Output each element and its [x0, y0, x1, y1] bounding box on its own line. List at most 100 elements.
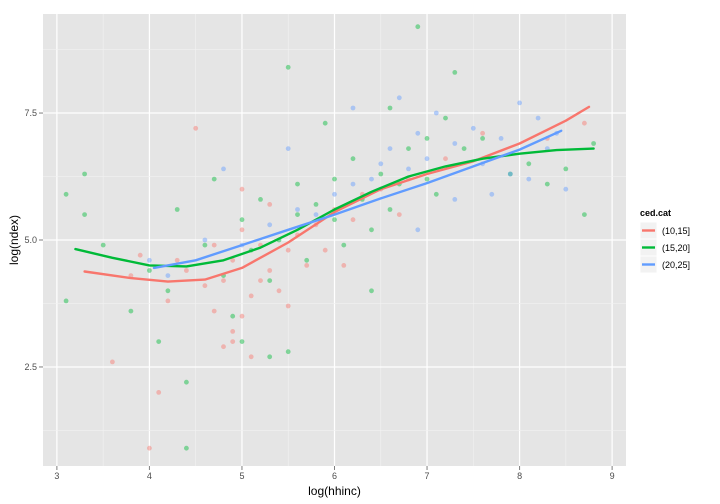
data-point [193, 125, 199, 131]
data-point [341, 242, 347, 248]
x-tick-label: 4 [147, 471, 152, 481]
y-axis-ticks: 2.5 5.0 7.5 [24, 108, 43, 372]
data-point [184, 268, 189, 273]
data-point [582, 212, 587, 218]
data-point [202, 283, 208, 289]
legend-label: (20,25] [662, 260, 690, 270]
data-point [443, 156, 448, 162]
data-point [258, 197, 263, 202]
x-tick-label: 5 [239, 471, 244, 481]
data-point [332, 176, 337, 182]
data-point [517, 100, 522, 106]
data-point [285, 146, 291, 152]
data-point [258, 278, 263, 283]
x-tick-label: 8 [517, 471, 522, 481]
x-axis-title: log(hhinc) [308, 484, 361, 498]
data-point [165, 273, 171, 278]
y-tick-label: 2.5 [24, 362, 37, 372]
x-tick-label: 9 [610, 471, 615, 481]
data-point [480, 130, 485, 136]
data-point [415, 227, 421, 233]
data-point [211, 308, 217, 314]
data-point [563, 166, 569, 172]
data-point [147, 445, 152, 451]
data-point [202, 237, 208, 243]
y-tick-label: 7.5 [24, 108, 37, 118]
data-point [387, 207, 393, 212]
data-point [341, 263, 347, 268]
data-point [322, 120, 328, 126]
data-point [147, 268, 152, 273]
data-point [267, 354, 273, 360]
data-point [295, 181, 300, 187]
data-point [424, 136, 430, 141]
trend-line [152, 129, 563, 270]
data-point [332, 191, 337, 197]
data-point [184, 445, 189, 451]
x-tick-label: 6 [332, 471, 337, 481]
trend-lines [74, 105, 595, 283]
data-point [248, 293, 254, 299]
data-point [156, 390, 162, 395]
data-point [396, 95, 402, 101]
data-point [239, 217, 245, 223]
y-tick-label: 5.0 [24, 235, 37, 245]
data-point [582, 120, 587, 126]
grid-lines [43, 14, 626, 466]
data-point [322, 247, 328, 253]
data-point [221, 166, 226, 172]
data-point [378, 161, 384, 167]
data-point [248, 354, 254, 360]
data-point [470, 125, 476, 131]
data-point [406, 146, 411, 152]
data-point [563, 186, 569, 192]
trend-line [83, 105, 591, 283]
data-point [313, 212, 319, 218]
data-point [424, 176, 430, 182]
data-point [507, 171, 513, 177]
data-point [396, 212, 402, 218]
data-point [202, 242, 208, 248]
data-point [63, 298, 69, 304]
data-point [378, 171, 384, 177]
data-point [211, 242, 217, 248]
x-axis-ticks: 3 4 5 6 7 8 9 [54, 466, 615, 481]
data-point [332, 217, 337, 223]
y-axis-title: log(ndex) [7, 215, 21, 265]
data-point [424, 156, 430, 162]
data-point [285, 247, 291, 253]
data-point [295, 212, 300, 218]
data-point [415, 130, 421, 136]
data-point [211, 176, 217, 182]
data-point [489, 191, 495, 197]
data-point [276, 288, 282, 294]
data-point [128, 308, 134, 314]
data-point [184, 379, 189, 385]
data-point [230, 329, 236, 334]
legend-title: ced.cat [640, 208, 671, 218]
data-point [239, 313, 245, 319]
data-point [544, 181, 550, 187]
data-point [526, 161, 532, 167]
data-point [165, 288, 171, 294]
data-point [147, 257, 152, 263]
data-point [452, 197, 458, 202]
data-point [174, 257, 180, 263]
data-point [100, 242, 106, 248]
data-point [433, 110, 439, 116]
data-point [239, 339, 245, 344]
data-point [452, 141, 458, 146]
data-point [387, 146, 393, 152]
data-point [535, 115, 541, 121]
data-point [443, 115, 448, 121]
data-point [285, 349, 291, 355]
data-point [156, 339, 162, 344]
data-point [433, 191, 439, 197]
data-point [387, 105, 393, 111]
legend: ced.cat (10,15] (15,20] (20,25] [639, 208, 690, 274]
data-point [350, 105, 356, 111]
data-point [507, 171, 513, 177]
data-point [285, 64, 291, 70]
data-point [82, 212, 87, 218]
data-point [267, 222, 273, 228]
